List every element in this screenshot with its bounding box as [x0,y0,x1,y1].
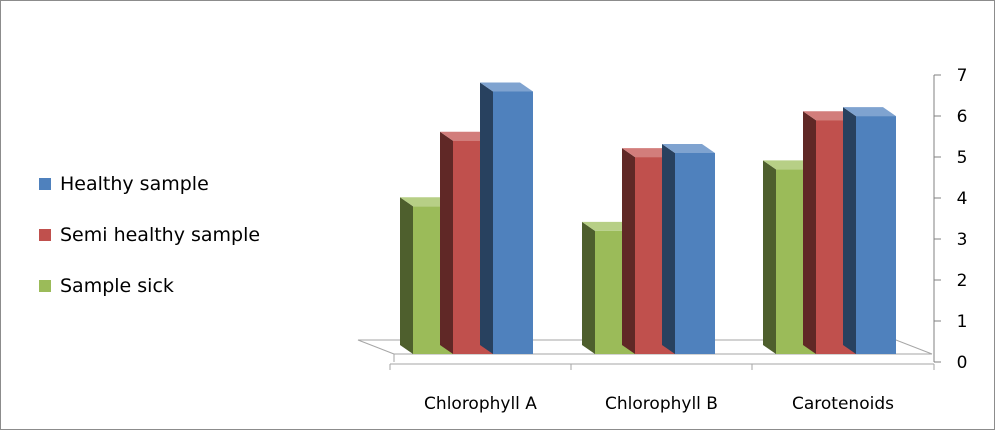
bar [675,153,715,354]
value-axis-tick-label: 2 [957,271,968,291]
bar-side [803,111,816,354]
bar-side [400,197,413,354]
bar-top [582,221,635,231]
bar [856,116,896,354]
legend-item: Semi healthy sample [39,209,260,260]
category-axis-label: Carotenoids [792,394,894,414]
bar-top [662,144,715,153]
bar-side [582,221,595,354]
bar [493,91,533,354]
value-axis-tick-label: 0 [957,353,968,373]
value-axis-tick-label: 5 [957,148,968,168]
bar-side [480,82,493,354]
legend-label: Semi healthy sample [60,223,261,246]
legend-label: Healthy sample [60,172,209,195]
bar-side [622,148,635,354]
bar-top [763,160,816,170]
bar-side [843,107,856,354]
value-axis-tick-label: 1 [957,312,968,332]
bar-top [803,111,856,121]
value-axis-tick-label: 4 [957,189,968,209]
value-axis-tick-label: 6 [957,107,968,127]
category-axis-label: Chlorophyll A [424,394,537,414]
bar-top [480,82,533,92]
legend-swatch [39,228,51,241]
bar-top [622,148,675,158]
legend-swatch [39,279,51,292]
legend-swatch [39,177,51,190]
bar-side [763,160,776,354]
bar-side [440,131,453,354]
bar-side [662,144,675,354]
legend-item: Sample sick [39,260,260,311]
legend-item: Healthy sample [39,158,260,209]
category-axis-label: Chlorophyll B [605,394,718,414]
bar-top [843,107,896,117]
value-axis-tick-label: 3 [957,230,968,250]
bar-top [400,197,453,207]
value-axis-tick-label: 7 [957,66,968,86]
bar-top [440,131,493,141]
legend-label: Sample sick [60,274,174,297]
chart-legend: Healthy sample Semi healthy sample Sample … [39,158,260,311]
